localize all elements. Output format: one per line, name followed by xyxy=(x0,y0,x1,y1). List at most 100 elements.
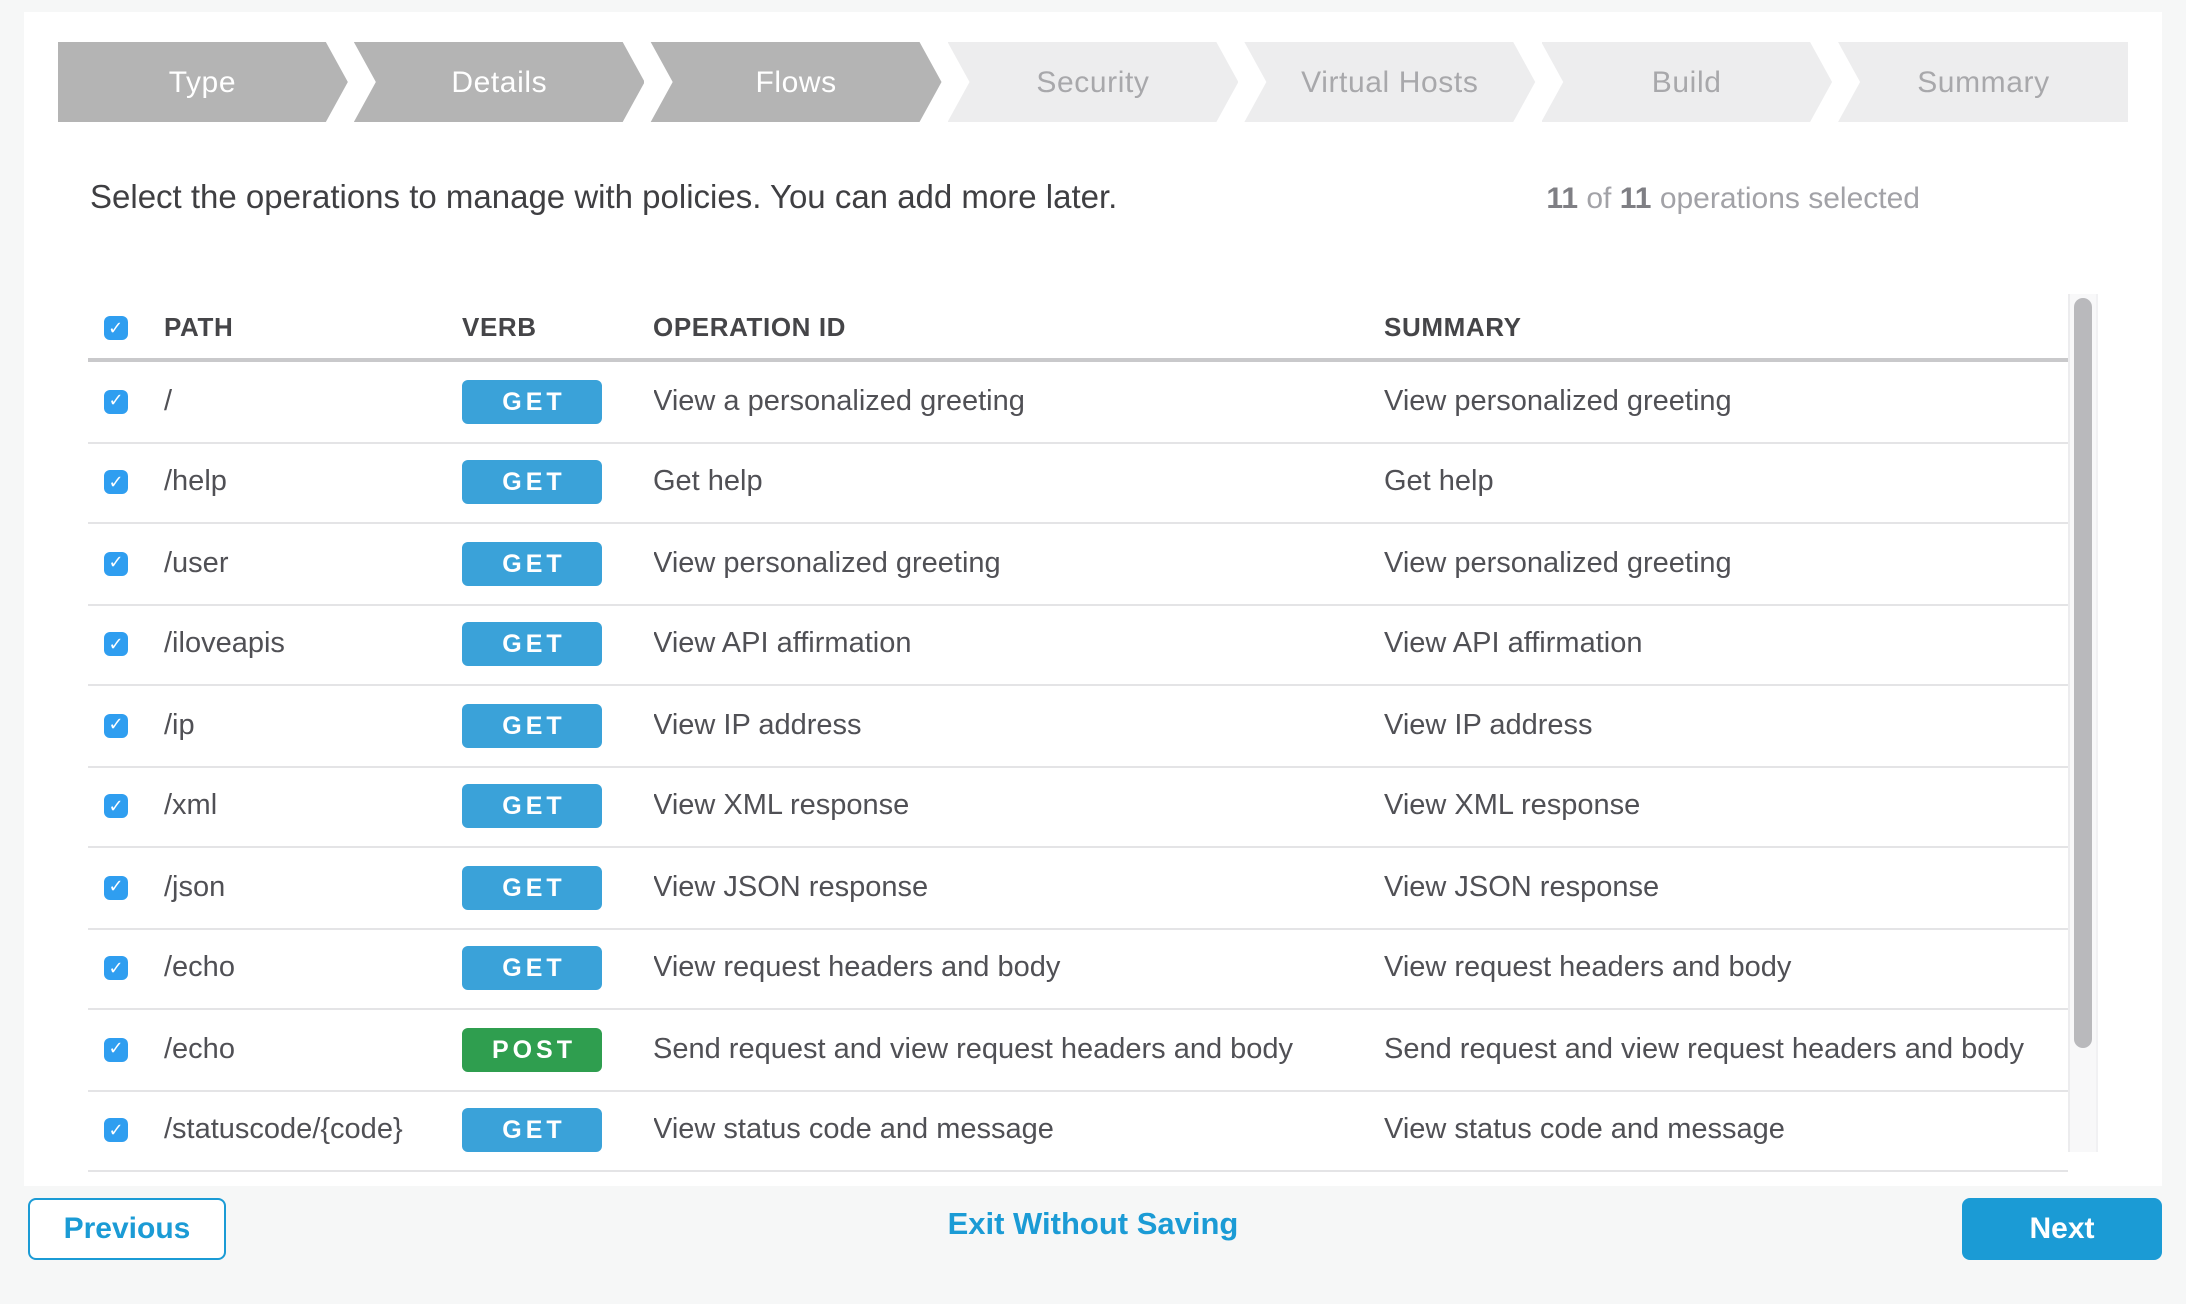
row-select-cell: ✓ xyxy=(88,791,164,823)
next-button[interactable]: Next xyxy=(1962,1198,2162,1260)
path-cell: /statuscode/{code} xyxy=(164,1114,403,1147)
intro-row: Select the operations to manage with pol… xyxy=(90,180,1920,218)
summary-cell: View personalized greeting xyxy=(1384,385,1732,418)
row-select-cell: ✓ xyxy=(88,710,164,742)
table-row: ✓ / GET View a personalized greeting Vie… xyxy=(88,362,2068,443)
row-select-cell: ✓ xyxy=(88,386,164,418)
row-checkbox[interactable]: ✓ xyxy=(104,1118,128,1143)
checkmark-icon: ✓ xyxy=(108,1038,124,1059)
checkmark-icon: ✓ xyxy=(108,317,124,338)
row-checkbox[interactable]: ✓ xyxy=(104,794,128,819)
row-checkbox[interactable]: ✓ xyxy=(104,632,128,657)
summary-cell: View status code and message xyxy=(1384,1114,1785,1147)
operation-id-cell: View IP address xyxy=(653,709,862,742)
path-cell: /json xyxy=(164,871,226,904)
checkmark-icon: ✓ xyxy=(108,471,124,492)
summary-cell: View request headers and body xyxy=(1384,952,1792,985)
verb-badge: GET xyxy=(462,379,602,424)
table-row: ✓ /ip GET View IP address View IP addres… xyxy=(88,686,2068,767)
table-row: ✓ /help GET Get help Get help xyxy=(88,443,2068,524)
wizard-step-details[interactable]: Details xyxy=(354,42,645,122)
total-count: 11 xyxy=(1619,182,1652,216)
verb-cell: GET xyxy=(462,460,653,505)
row-select-cell: ✓ xyxy=(88,467,164,499)
table-row: ✓ /user GET View personalized greeting V… xyxy=(88,524,2068,605)
column-header-summary: SUMMARY xyxy=(1384,311,1522,341)
summary-cell: Get help xyxy=(1384,466,1494,499)
table-row: ✓ /statuscode/{code} GET View status cod… xyxy=(88,1091,2068,1172)
checkmark-icon: ✓ xyxy=(108,957,124,978)
select-all-cell: ✓ xyxy=(88,311,164,341)
operation-id-cell: View API affirmation xyxy=(653,628,912,661)
path-cell: /help xyxy=(164,466,227,499)
row-checkbox[interactable]: ✓ xyxy=(104,1037,128,1062)
operation-id-cell: Get help xyxy=(653,466,763,499)
row-select-cell: ✓ xyxy=(88,1034,164,1066)
operations-table: ✓ PATH VERB OPERATION ID SUMMARY ✓ / GET… xyxy=(88,294,2068,1172)
of-label: of xyxy=(1586,182,1612,216)
row-checkbox[interactable]: ✓ xyxy=(104,956,128,981)
verb-badge: GET xyxy=(462,1108,602,1153)
wizard-step-type[interactable]: Type xyxy=(57,42,348,122)
summary-cell: View XML response xyxy=(1384,790,1641,823)
table-row: ✓ /iloveapis GET View API affirmation Vi… xyxy=(88,605,2068,686)
checkmark-icon: ✓ xyxy=(108,1119,124,1140)
table-row: ✓ /xml GET View XML response View XML re… xyxy=(88,767,2068,848)
verb-cell: GET xyxy=(462,622,653,667)
table-row: ✓ /echo POST Send request and view reque… xyxy=(88,1010,2068,1091)
row-select-cell: ✓ xyxy=(88,953,164,985)
summary-cell: Send request and view request headers an… xyxy=(1384,1033,2025,1066)
checkmark-icon: ✓ xyxy=(108,876,124,897)
verb-badge: POST xyxy=(462,1027,602,1072)
table-row: ✓ /echo GET View request headers and bod… xyxy=(88,929,2068,1010)
wizard-stepper: Type Details Flows Security Virtual Hosts Bui… xyxy=(57,42,2129,122)
column-header-path: PATH xyxy=(164,311,234,341)
select-all-checkbox[interactable]: ✓ xyxy=(104,316,128,341)
previous-button[interactable]: Previous xyxy=(28,1198,226,1260)
verb-cell: GET xyxy=(462,379,653,424)
operation-id-cell: Send request and view request headers an… xyxy=(653,1033,1294,1066)
row-checkbox[interactable]: ✓ xyxy=(104,470,128,495)
verb-cell: GET xyxy=(462,703,653,748)
row-select-cell: ✓ xyxy=(88,629,164,661)
exit-without-saving-link[interactable]: Exit Without Saving xyxy=(947,1208,1239,1242)
wizard-step-build[interactable]: Build xyxy=(1541,42,1832,122)
checkmark-icon: ✓ xyxy=(108,714,124,735)
column-header-verb: VERB xyxy=(462,311,537,341)
verb-cell: GET xyxy=(462,946,653,991)
operation-id-cell: View status code and message xyxy=(653,1114,1054,1147)
wizard-step-flows[interactable]: Flows xyxy=(651,42,942,122)
summary-cell: View JSON response xyxy=(1384,871,1660,904)
table-scrollbar-track[interactable] xyxy=(2068,294,2098,1152)
exit-without-saving-link-wrap: Exit Without Saving xyxy=(0,1208,2186,1244)
table-scrollbar-thumb[interactable] xyxy=(2074,298,2092,1048)
row-checkbox[interactable]: ✓ xyxy=(104,389,128,414)
row-checkbox[interactable]: ✓ xyxy=(104,713,128,738)
wizard-step-security[interactable]: Security xyxy=(948,42,1239,122)
checkmark-icon: ✓ xyxy=(108,633,124,654)
page-instruction: Select the operations to manage with pol… xyxy=(90,180,1118,216)
wizard-step-summary[interactable]: Summary xyxy=(1838,42,2129,122)
table-body: ✓ / GET View a personalized greeting Vie… xyxy=(88,362,2068,1172)
selection-suffix: operations selected xyxy=(1659,182,1920,216)
selected-count: 11 xyxy=(1546,182,1579,216)
verb-cell: POST xyxy=(462,1027,653,1072)
path-cell: / xyxy=(164,385,173,418)
row-checkbox[interactable]: ✓ xyxy=(104,875,128,900)
checkmark-icon: ✓ xyxy=(108,552,124,573)
verb-badge: GET xyxy=(462,622,602,667)
checkmark-icon: ✓ xyxy=(108,795,124,816)
operation-id-cell: View personalized greeting xyxy=(653,547,1001,580)
verb-badge: GET xyxy=(462,703,602,748)
summary-cell: View API affirmation xyxy=(1384,628,1643,661)
table-header-row: ✓ PATH VERB OPERATION ID SUMMARY xyxy=(88,294,2068,362)
row-select-cell: ✓ xyxy=(88,548,164,580)
path-cell: /ip xyxy=(164,709,195,742)
summary-cell: View personalized greeting xyxy=(1384,547,1732,580)
path-cell: /xml xyxy=(164,790,218,823)
path-cell: /iloveapis xyxy=(164,628,285,661)
wizard-step-virtual-hosts[interactable]: Virtual Hosts xyxy=(1244,42,1535,122)
row-select-cell: ✓ xyxy=(88,1115,164,1147)
row-checkbox[interactable]: ✓ xyxy=(104,551,128,576)
operation-id-cell: View XML response xyxy=(653,790,910,823)
